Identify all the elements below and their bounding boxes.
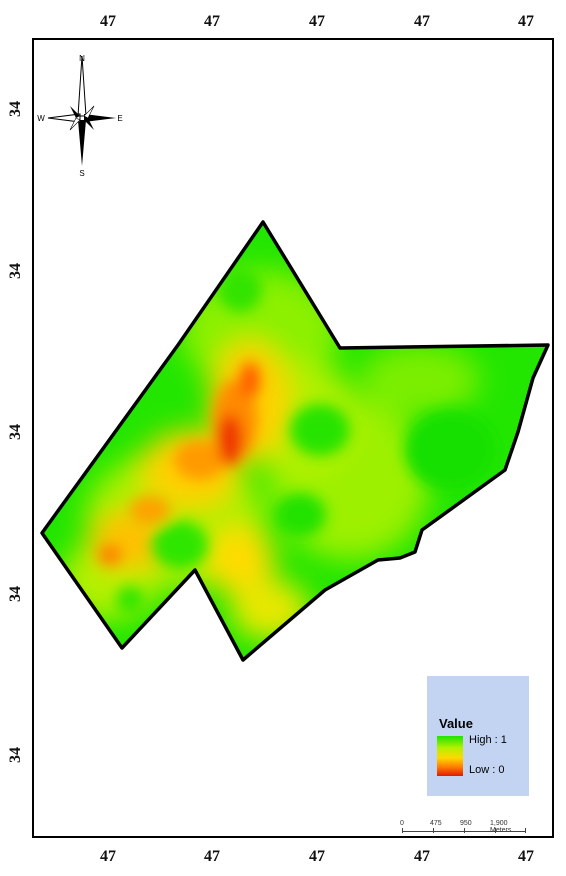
scale-bar: 0 475 950 1,900 Meters xyxy=(398,820,530,838)
scale-label: 950 xyxy=(460,820,472,827)
legend-high-label: High : 1 xyxy=(469,734,507,746)
scale-tick xyxy=(525,828,526,833)
north-arrow-icon xyxy=(47,55,116,166)
top-tick-label: 47 xyxy=(309,13,325,30)
scale-tick xyxy=(464,828,465,833)
legend-title: Value xyxy=(439,716,473,731)
bottom-tick-label: 47 xyxy=(414,848,430,865)
scale-label: 475 xyxy=(430,820,442,827)
scale-tick xyxy=(495,828,496,833)
north-label: N xyxy=(79,54,85,63)
bottom-tick-label: 47 xyxy=(204,848,220,865)
legend-low-label: Low : 0 xyxy=(469,764,505,776)
bottom-tick-label: 47 xyxy=(309,848,325,865)
top-tick-label: 47 xyxy=(414,13,430,30)
scale-tick xyxy=(402,828,403,833)
bottom-tick-label: 47 xyxy=(100,848,116,865)
scale-tick xyxy=(433,828,434,833)
top-tick-label: 47 xyxy=(100,13,116,30)
west-label: W xyxy=(37,114,45,123)
legend-panel: Value High : 1 Low : 0 xyxy=(427,676,529,796)
top-tick-label: 47 xyxy=(204,13,220,30)
east-label: E xyxy=(117,114,122,123)
bottom-tick-label: 47 xyxy=(518,848,534,865)
study-area-boundary xyxy=(40,220,550,662)
scale-label: 1,900 Meters xyxy=(490,820,512,834)
legend-color-ramp xyxy=(437,736,463,776)
top-tick-label: 47 xyxy=(518,13,534,30)
south-label: S xyxy=(79,169,84,178)
scale-label: 0 xyxy=(400,820,404,827)
